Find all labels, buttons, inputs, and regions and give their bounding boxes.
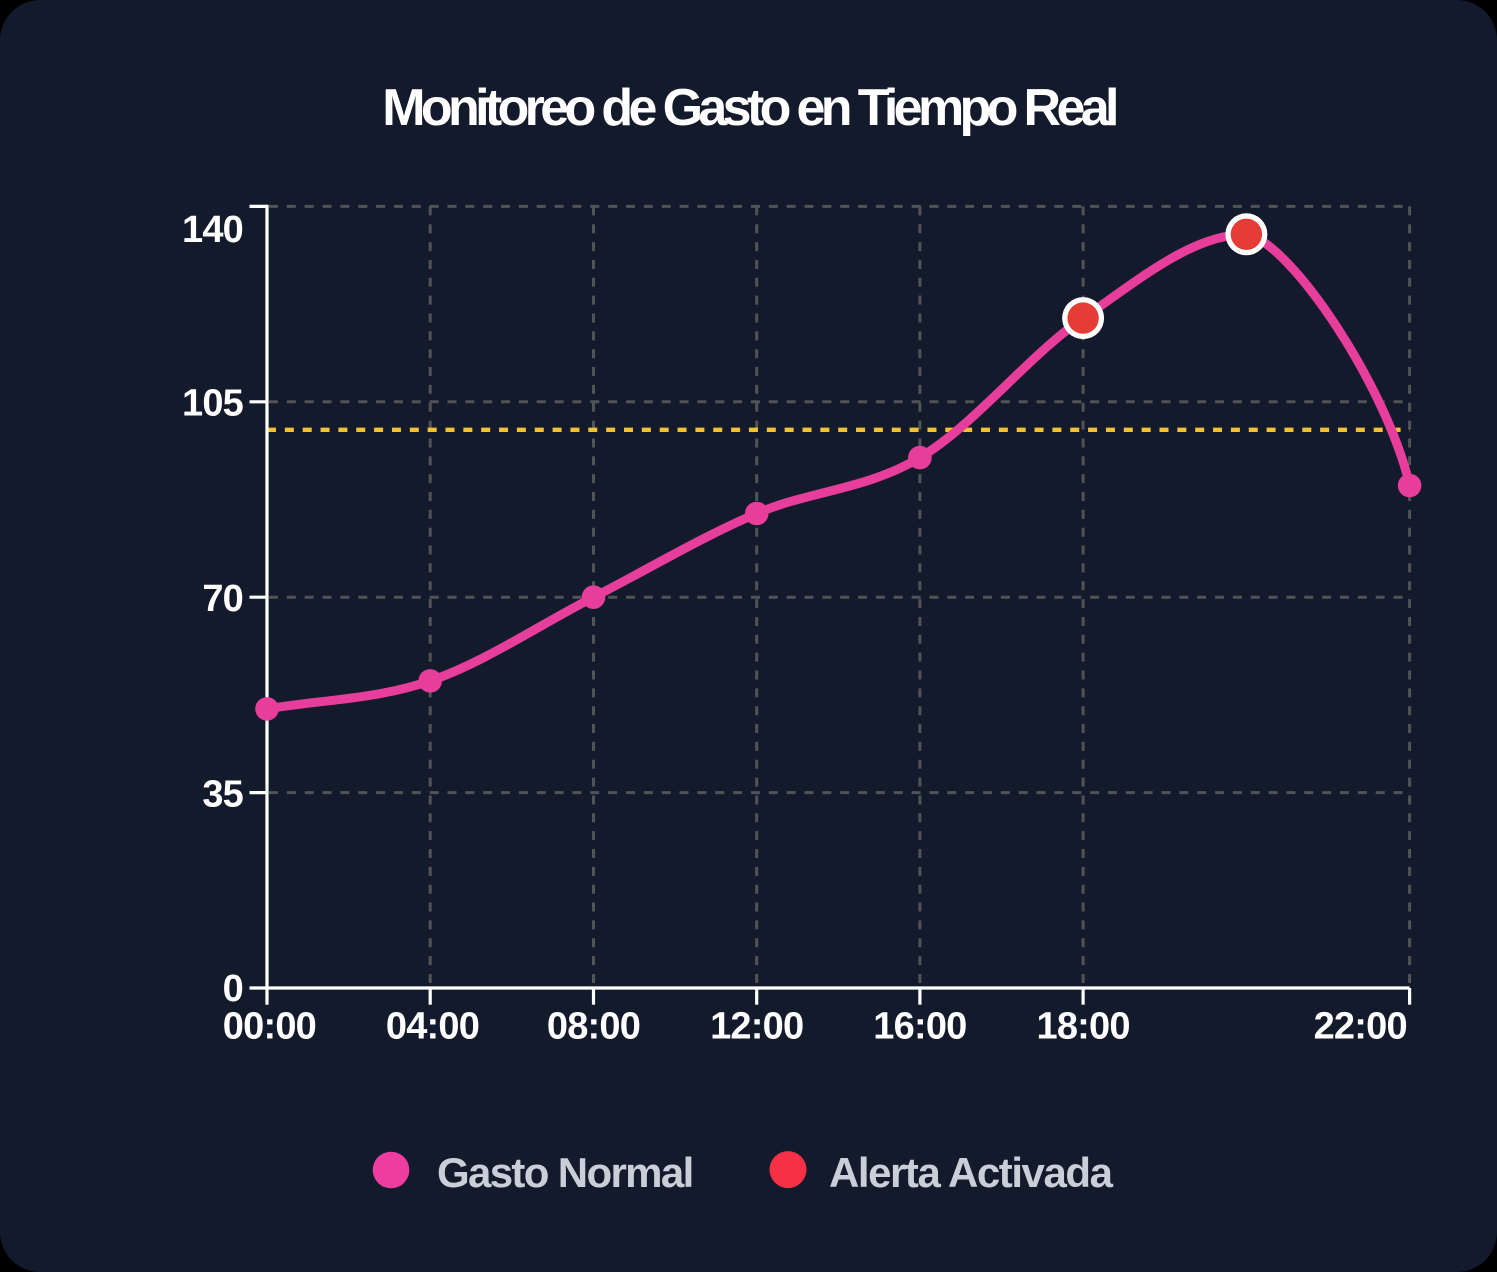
svg-text:08:00: 08:00: [547, 1006, 640, 1048]
svg-text:0: 0: [223, 968, 243, 1010]
svg-text:Alerta Activada: Alerta Activada: [829, 1149, 1114, 1196]
svg-text:22:00: 22:00: [1314, 1006, 1407, 1048]
svg-text:35: 35: [202, 773, 243, 815]
svg-text:70: 70: [202, 578, 243, 620]
svg-text:140: 140: [182, 209, 243, 251]
svg-text:12:00: 12:00: [710, 1006, 803, 1048]
svg-text:04:00: 04:00: [386, 1006, 479, 1048]
svg-text:16:00: 16:00: [873, 1006, 966, 1048]
svg-text:Gasto Normal: Gasto Normal: [437, 1149, 693, 1196]
svg-text:Monitoreo de Gasto en Tiempo R: Monitoreo de Gasto en Tiempo Real: [382, 79, 1116, 137]
svg-text:00:00: 00:00: [223, 1006, 316, 1048]
svg-text:18:00: 18:00: [1036, 1006, 1129, 1048]
svg-text:105: 105: [182, 383, 244, 425]
